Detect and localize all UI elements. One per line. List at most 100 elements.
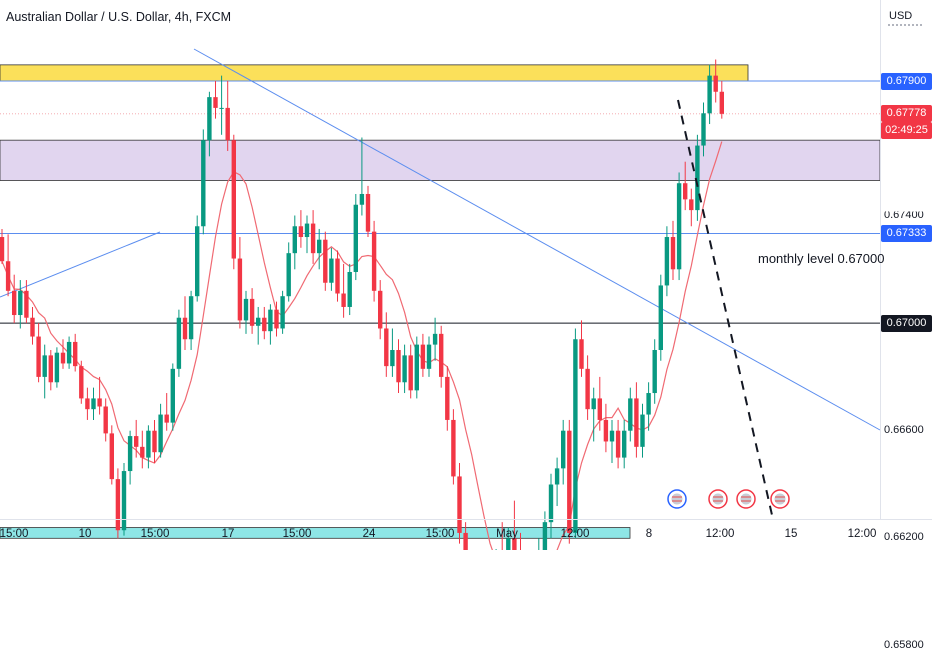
candle-body	[353, 204, 358, 272]
candle-body	[683, 183, 688, 200]
countdown-tag: 02:49:25	[881, 121, 932, 139]
candle-body	[420, 344, 426, 369]
candle-body	[414, 344, 419, 391]
time-tick-label: 17	[221, 528, 235, 540]
candle-body	[256, 317, 261, 326]
zone-resistance	[0, 64, 749, 82]
time-tick-label: May	[496, 528, 518, 540]
candle-body	[426, 344, 432, 369]
candle-body	[60, 352, 66, 364]
price-tick-label-partial: 0.67400	[884, 208, 924, 221]
candle-body	[182, 317, 188, 340]
candle-body	[463, 532, 468, 550]
candle-body	[176, 317, 182, 369]
event-flag-icon-inner	[671, 493, 683, 505]
candle-body	[36, 336, 41, 377]
time-tick-label: 12:00	[705, 528, 735, 540]
time-tick-label: 12:00	[560, 528, 590, 540]
event-flag-icon-inner	[712, 493, 724, 505]
candle-body	[195, 226, 200, 297]
candle-body	[12, 290, 17, 316]
candle-body	[109, 433, 114, 480]
candle-body	[66, 341, 72, 364]
price-tag-0-67333: 0.67333	[881, 225, 932, 243]
zone-support	[0, 527, 631, 539]
monthly-level-note: monthly level 0.67000	[758, 251, 885, 266]
price-tag-0-67000: 0.67000	[881, 314, 932, 332]
candle-body	[390, 350, 395, 367]
price-chart[interactable]	[0, 0, 932, 550]
candle-body	[170, 368, 175, 423]
more-dots-icon[interactable]	[888, 24, 922, 32]
candle-body	[561, 430, 566, 469]
candle-body	[115, 479, 121, 531]
candle-body	[439, 333, 444, 377]
candle-body	[548, 484, 554, 523]
candle-body	[512, 538, 517, 550]
candle-body	[707, 75, 712, 114]
candle-body	[384, 328, 389, 367]
trendline-up-left	[0, 231, 161, 298]
candle-body	[231, 140, 236, 259]
currency-label[interactable]: USD	[889, 10, 913, 22]
candle-body	[5, 261, 11, 291]
price-tick-label: 0.65800	[884, 638, 924, 651]
candle-body	[140, 446, 145, 458]
candle-body	[371, 231, 377, 291]
candle-body	[554, 468, 560, 485]
price-tag-0-67778: 0.67778	[881, 105, 932, 123]
candle-body	[73, 341, 78, 367]
candle-body	[323, 239, 328, 283]
trendline-down	[193, 48, 881, 431]
candle-body	[579, 339, 584, 369]
candle-body	[567, 430, 572, 533]
candle-body	[274, 309, 279, 329]
candle-body	[628, 398, 633, 431]
candle-body	[207, 97, 212, 141]
candle-body	[615, 430, 621, 458]
candle-body	[701, 113, 706, 146]
time-tick-label: 15:00	[140, 528, 170, 540]
candle-body	[408, 355, 413, 391]
time-tick-label: 15	[784, 528, 798, 540]
candle-body	[542, 522, 548, 550]
candle-body	[85, 398, 90, 410]
candle-body	[347, 271, 352, 307]
candle-body	[304, 223, 310, 238]
candle-body	[213, 97, 218, 108]
candle-body	[146, 430, 151, 458]
time-tick-label: 15:00	[0, 528, 29, 540]
trendline-hidden	[546, 240, 612, 275]
candle-body	[97, 398, 102, 407]
event-flag-icon-inner	[740, 493, 752, 505]
candle-body	[591, 398, 596, 410]
time-tick-label: 15:00	[282, 528, 312, 540]
candle-body	[262, 317, 267, 332]
candle-body	[152, 430, 157, 453]
price-tick-label: 0.66600	[884, 423, 924, 436]
chart-title: Australian Dollar / U.S. Dollar, 4h, FXC…	[6, 10, 232, 24]
candle-body	[103, 406, 108, 434]
candle-body	[622, 430, 627, 458]
candle-body	[695, 145, 700, 211]
candle-body	[329, 258, 334, 283]
candle-body	[79, 366, 84, 399]
candle-body	[335, 258, 340, 294]
candle-body	[24, 290, 29, 318]
candle-body	[18, 290, 23, 316]
candle-body	[237, 258, 243, 321]
candle-body	[652, 350, 657, 394]
price-tag-0-67900: 0.67900	[881, 72, 932, 90]
candle-body	[597, 398, 602, 420]
candle-body	[286, 253, 291, 297]
candle-body	[432, 333, 438, 345]
candle-body	[91, 398, 96, 410]
candle-body	[445, 376, 450, 420]
candle-body	[48, 355, 53, 383]
candle-body	[188, 296, 194, 340]
event-flag-icon-inner	[774, 493, 786, 505]
candle-body	[201, 140, 206, 227]
candle-body	[719, 91, 724, 114]
candle-body	[689, 199, 694, 211]
candle-body	[506, 538, 511, 550]
